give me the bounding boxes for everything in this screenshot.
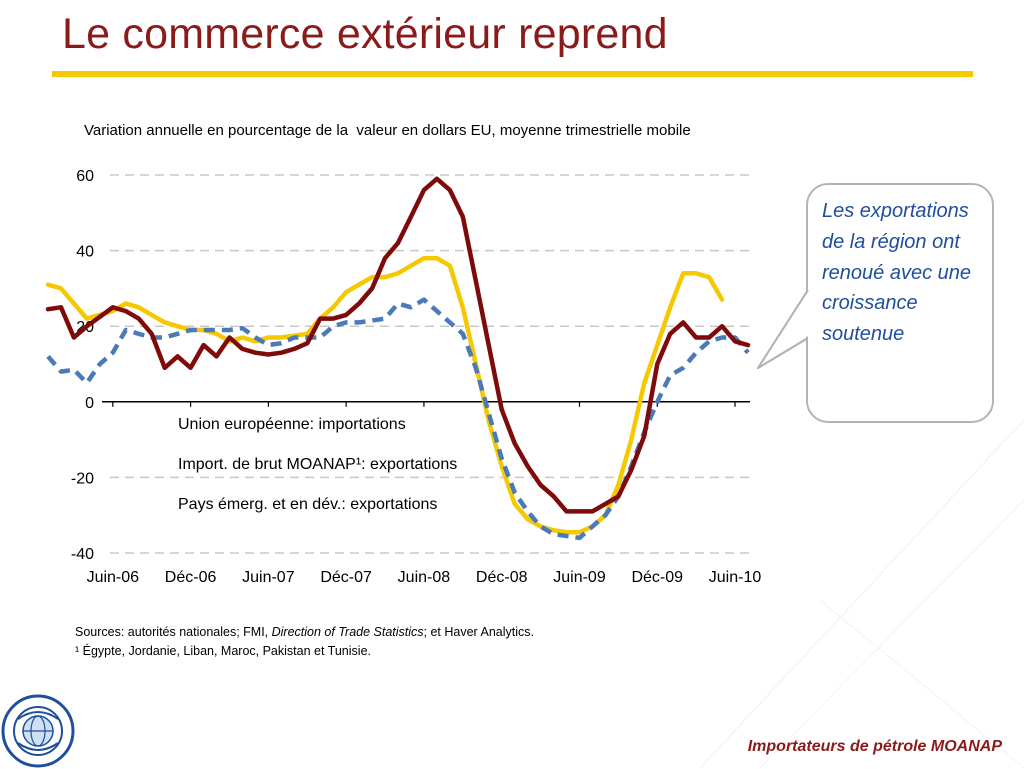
y-tick-label: 40 — [76, 244, 94, 261]
x-tick-label: Déc-07 — [320, 569, 372, 586]
sources-line: Sources: autorités nationales; FMI, Dire… — [75, 623, 534, 642]
series-line-1 — [45, 176, 751, 514]
sources-suffix: ; et Haver Analytics. — [423, 625, 534, 639]
x-tick-label: Déc-06 — [165, 569, 217, 586]
y-tick-label: 0 — [85, 395, 94, 412]
x-tick-label: Juin-09 — [553, 569, 606, 586]
x-tick-label: Juin-08 — [398, 569, 451, 586]
x-tick-label: Juin-06 — [87, 569, 140, 586]
footnote-line: ¹ Égypte, Jordanie, Liban, Maroc, Pakist… — [75, 644, 371, 658]
sources-note: Sources: autorités nationales; FMI, Dire… — [75, 623, 534, 661]
x-tick-label: Juin-10 — [709, 569, 762, 586]
x-tick-label: Déc-09 — [631, 569, 683, 586]
grid-lines — [110, 174, 750, 554]
callout-pointer-cover — [757, 290, 809, 369]
legend-label-eu: Union européenne: importations — [178, 416, 406, 433]
x-axis: Juin-06 Déc-06 Juin-07 Déc-07 Juin-08 Déc-08 J… — [87, 401, 762, 586]
chart-subtitle: Variation annuelle en pourcentage de la … — [84, 122, 691, 139]
callout-text: Les exportations de la région ont renoué… — [822, 200, 972, 346]
y-tick-label: 60 — [76, 168, 94, 185]
legend-label-emerging: Pays émerg. et en dév.: exportations — [178, 496, 438, 513]
series-lines — [45, 176, 751, 541]
sources-prefix: Sources: autorités nationales; FMI, — [75, 625, 272, 639]
x-tick-label: Déc-08 — [476, 569, 528, 586]
x-tick-label: Juin-07 — [242, 569, 295, 586]
y-tick-label: -40 — [71, 546, 94, 563]
series-line-2 — [45, 255, 725, 535]
page-title: Le commerce extérieur reprend — [62, 10, 668, 58]
y-tick-label: -20 — [71, 470, 94, 487]
footer-label: Importateurs de pétrole MOANAP — [747, 738, 1002, 755]
sources-italic: Direction of Trade Statistics — [271, 625, 424, 639]
imf-logo — [1, 694, 75, 768]
callout-box — [806, 183, 994, 423]
title-underline — [52, 71, 973, 77]
legend-label-moanap: Import. de brut MOANAP¹: exportations — [178, 456, 458, 473]
